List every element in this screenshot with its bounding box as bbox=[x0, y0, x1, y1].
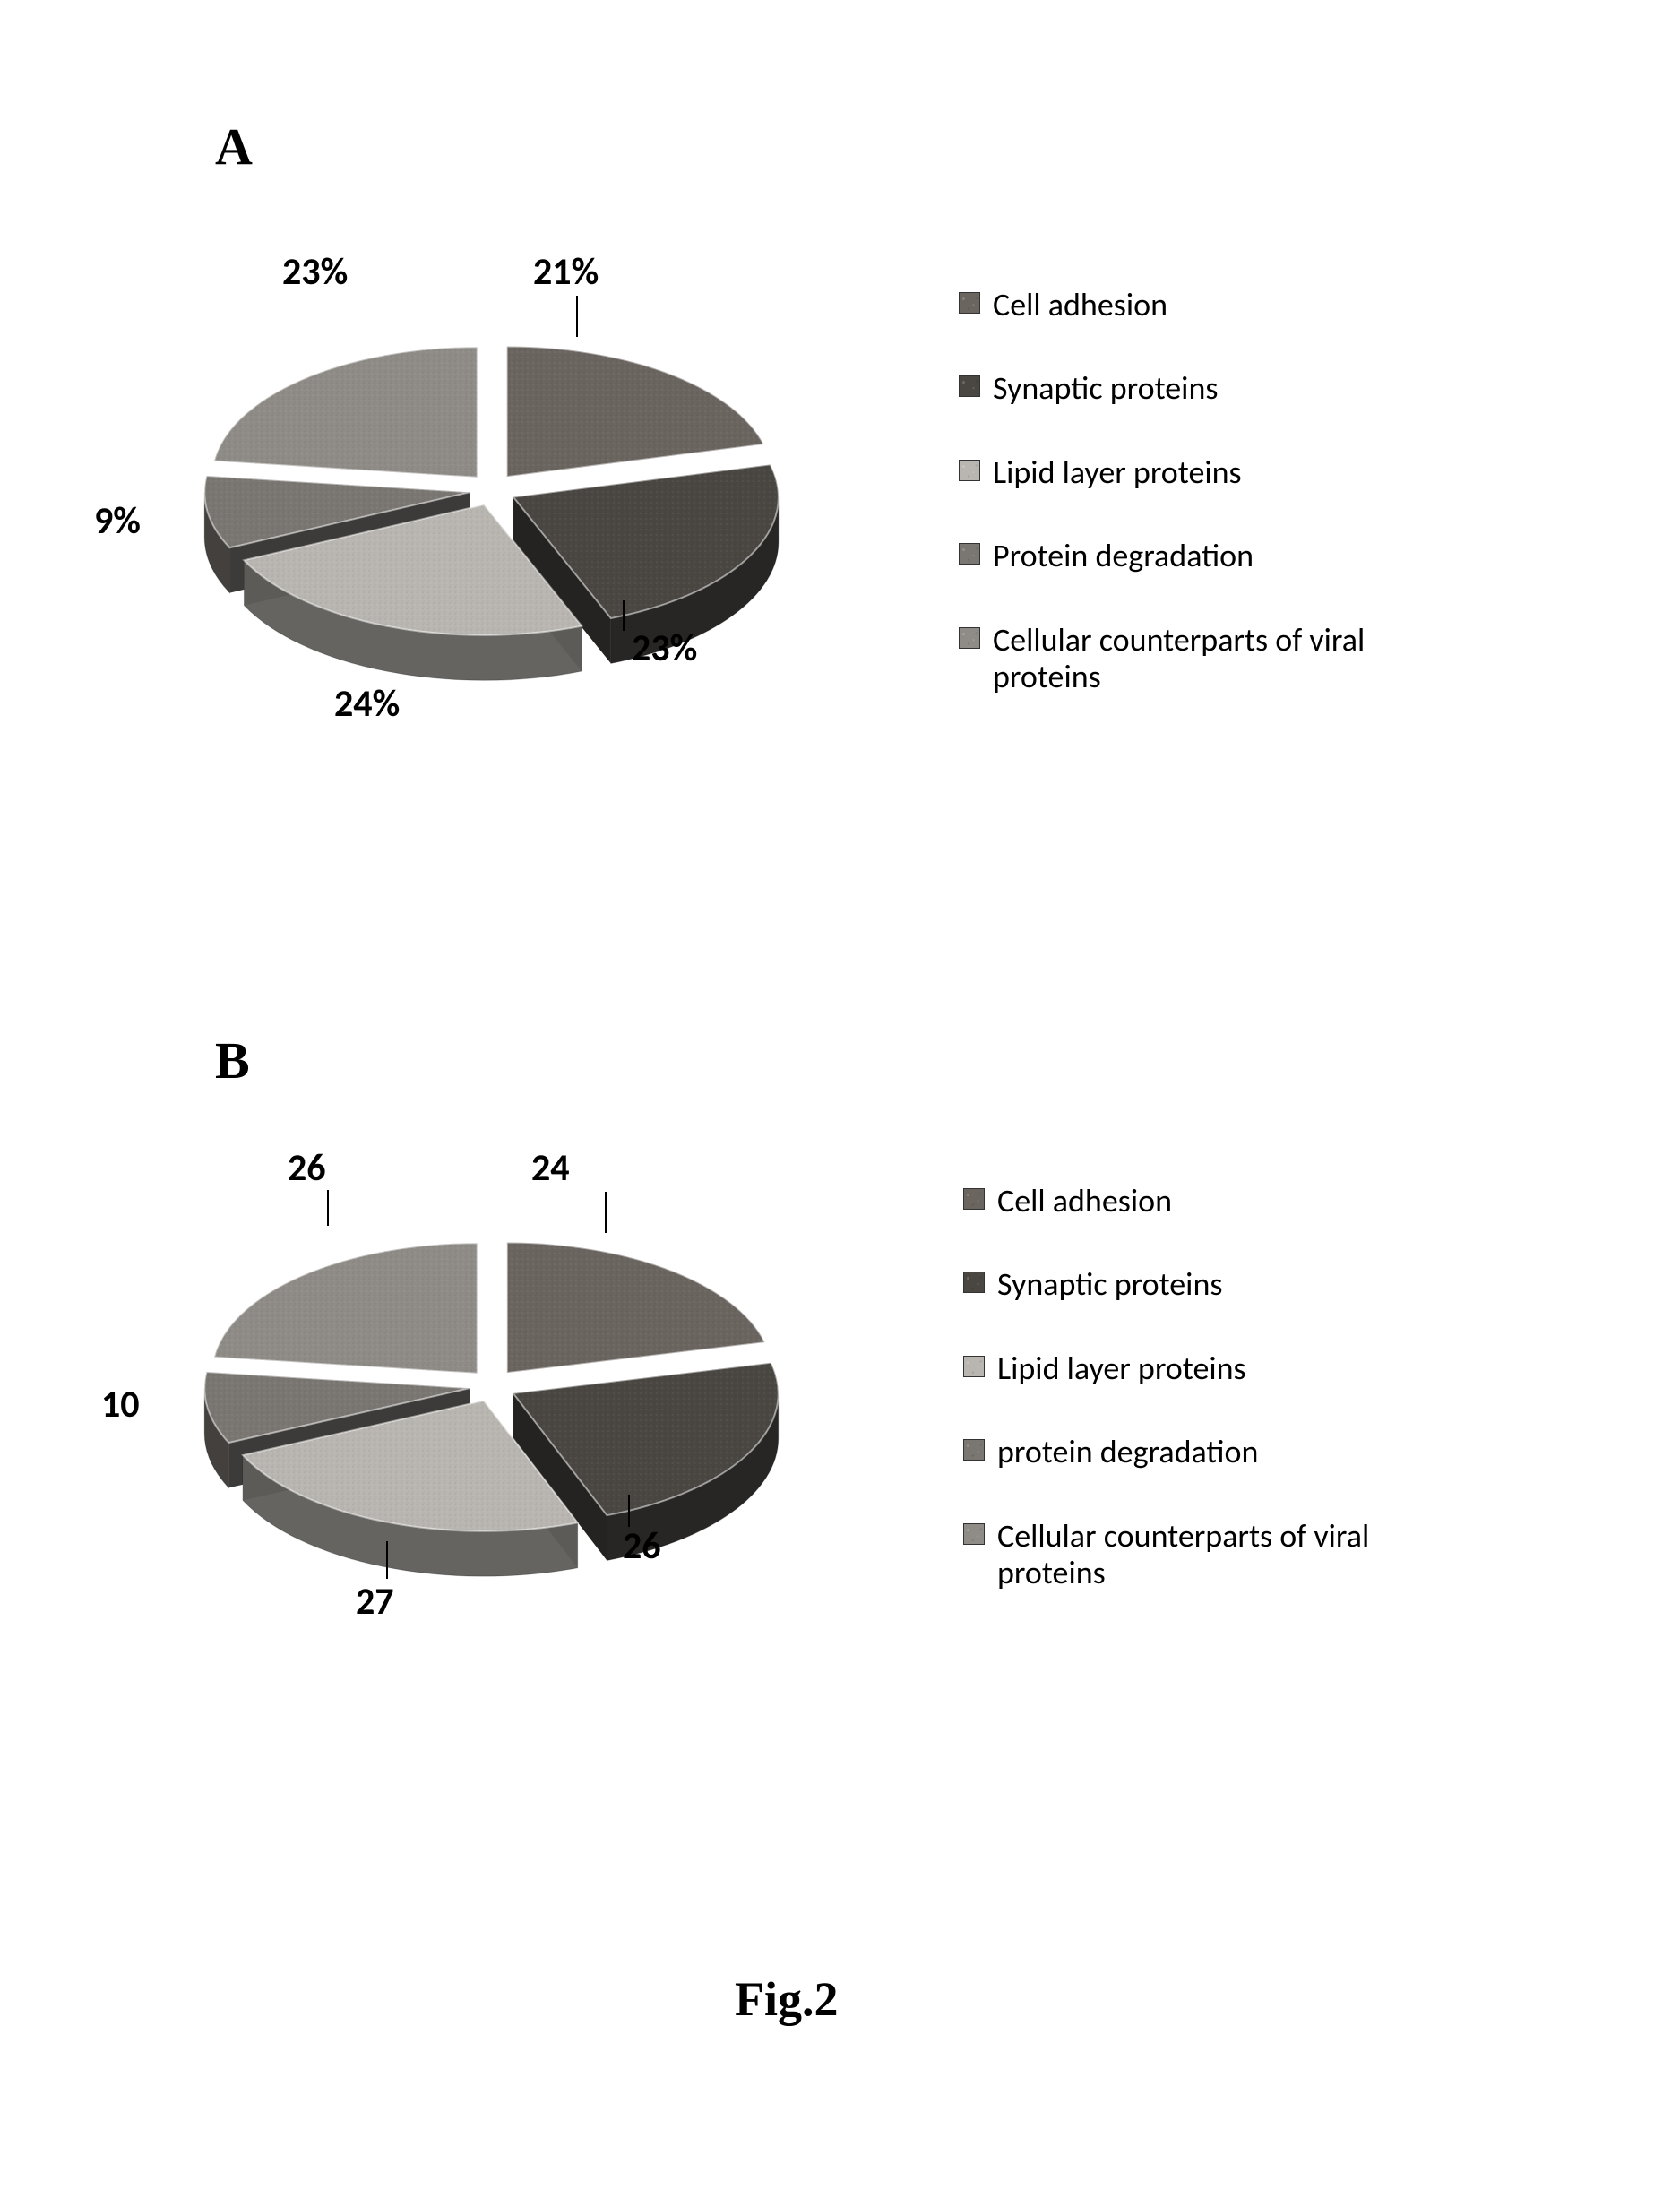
legend-swatch-icon bbox=[963, 1272, 985, 1293]
legend-swatch-icon bbox=[963, 1439, 985, 1461]
legend-label: Cellular counterparts of viral proteins bbox=[997, 1518, 1383, 1592]
slice-value-label: 26 bbox=[288, 1145, 326, 1191]
slice-value-label: 24% bbox=[334, 681, 400, 727]
legend-item: Lipid layer proteins bbox=[959, 454, 1378, 491]
legend-item: Cellular counterparts of viral proteins bbox=[959, 622, 1378, 696]
slice-value-label: 21% bbox=[533, 249, 599, 295]
leader-line bbox=[628, 1495, 630, 1527]
leader-line bbox=[576, 296, 578, 337]
leader-line bbox=[623, 600, 625, 631]
legend-item: Synaptic proteins bbox=[963, 1266, 1383, 1303]
legend-item: Lipid layer proteins bbox=[963, 1350, 1383, 1387]
legend-swatch-icon bbox=[959, 460, 980, 481]
leader-line bbox=[327, 1190, 329, 1226]
slice-value-label: 23% bbox=[282, 249, 348, 295]
slice-value-label: 24 bbox=[531, 1145, 570, 1191]
legend-b: Cell adhesion Synaptic proteins Lipid laye… bbox=[963, 1183, 1383, 1638]
legend-item: Synaptic proteins bbox=[959, 370, 1378, 407]
legend-label: Lipid layer proteins bbox=[997, 1350, 1246, 1387]
figure-caption: Fig.2 bbox=[735, 1971, 839, 2027]
legend-swatch-icon bbox=[959, 292, 980, 314]
legend-item: Cell adhesion bbox=[963, 1183, 1383, 1220]
legend-label: Synaptic proteins bbox=[993, 370, 1218, 407]
legend-swatch-icon bbox=[959, 375, 980, 397]
legend-item: protein degradation bbox=[963, 1434, 1383, 1470]
legend-swatch-icon bbox=[959, 627, 980, 649]
legend-item: Protein degradation bbox=[959, 538, 1378, 574]
legend-a: Cell adhesion Synaptic proteins Lipid laye… bbox=[959, 287, 1378, 742]
leader-line bbox=[605, 1192, 607, 1233]
slice-value-label: 27 bbox=[356, 1579, 394, 1625]
slice-value-label: 10 bbox=[101, 1382, 140, 1427]
slice-value-label: 23% bbox=[632, 625, 697, 671]
legend-swatch-icon bbox=[963, 1356, 985, 1377]
legend-item: Cell adhesion bbox=[959, 287, 1378, 323]
slice-value-label: 9% bbox=[94, 498, 141, 544]
legend-swatch-icon bbox=[963, 1188, 985, 1210]
figure-page: A 21% 23% 24% 9% 23% Cell adhesion Synaptic p… bbox=[0, 0, 1680, 2207]
pie-chart-a: 21%23%24%9%23% bbox=[148, 269, 811, 771]
legend-label: protein degradation bbox=[997, 1434, 1258, 1470]
pie-svg bbox=[148, 269, 811, 771]
panel-b-chart-row: 2426271026 bbox=[148, 1165, 811, 1667]
legend-label: Synaptic proteins bbox=[997, 1266, 1222, 1303]
legend-swatch-icon bbox=[959, 543, 980, 565]
legend-item: Cellular counterparts of viral proteins bbox=[963, 1518, 1383, 1592]
pie-svg bbox=[148, 1165, 811, 1667]
legend-label: Cell adhesion bbox=[997, 1183, 1172, 1220]
legend-label: Cell adhesion bbox=[993, 287, 1167, 323]
leader-line bbox=[386, 1541, 388, 1579]
legend-swatch-icon bbox=[963, 1523, 985, 1545]
panel-a-label: A bbox=[215, 116, 253, 177]
pie-chart-b: 2426271026 bbox=[148, 1165, 811, 1667]
panel-a-chart-row: 21%23%24%9%23% bbox=[148, 269, 811, 771]
legend-label: Cellular counterparts of viral proteins bbox=[993, 622, 1378, 696]
slice-value-label: 26 bbox=[623, 1523, 661, 1569]
panel-b-label: B bbox=[215, 1030, 250, 1091]
legend-label: Lipid layer proteins bbox=[993, 454, 1242, 491]
legend-label: Protein degradation bbox=[993, 538, 1254, 574]
